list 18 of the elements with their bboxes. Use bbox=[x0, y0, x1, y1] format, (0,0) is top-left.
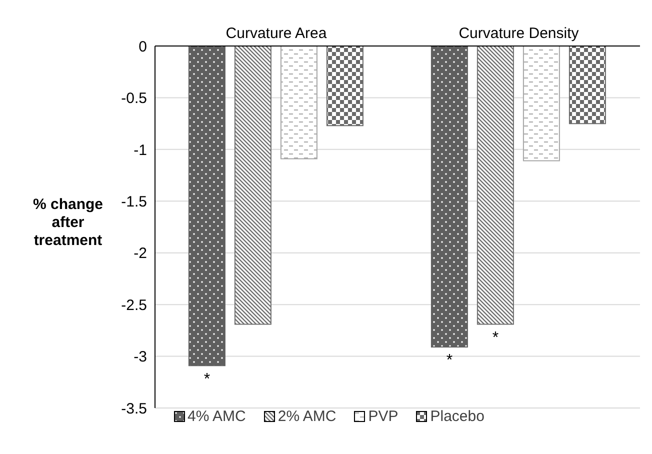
y-tick-label: -2.5 bbox=[121, 296, 147, 314]
data-label: * bbox=[492, 329, 499, 346]
x-tick-label: Curvature Area bbox=[226, 25, 328, 42]
y-tick-label: -1.5 bbox=[121, 193, 147, 210]
x-tick-label: Curvature Density bbox=[458, 25, 580, 42]
y-tick-label: -3.5 bbox=[121, 400, 147, 418]
y-tick-label: -1 bbox=[134, 142, 147, 159]
data-label: * bbox=[446, 352, 453, 370]
legend-label: 2% AMC bbox=[278, 408, 336, 425]
legend-label: 4% AMC bbox=[188, 408, 246, 425]
y-tick-label: -2 bbox=[134, 245, 147, 262]
y-axis-title: % change after treatment bbox=[32, 196, 104, 249]
data-label: * bbox=[204, 370, 210, 388]
legend-label: Placebo bbox=[430, 408, 484, 425]
y-tick-label: -0.5 bbox=[121, 90, 147, 108]
y-tick-label: -3 bbox=[134, 348, 147, 366]
legend-label: PVP bbox=[368, 408, 398, 425]
y-tick-label: 0 bbox=[138, 38, 147, 56]
